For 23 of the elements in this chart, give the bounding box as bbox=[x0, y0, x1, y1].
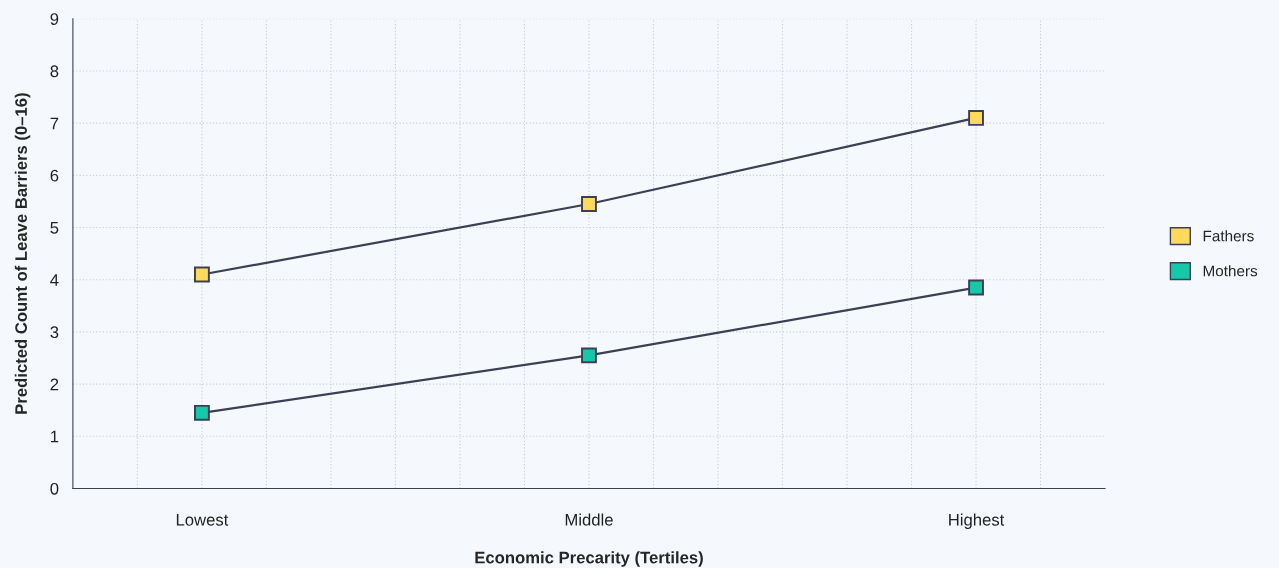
point bbox=[194, 266, 210, 283]
point bbox=[194, 404, 210, 421]
y-tick-label: 4 bbox=[50, 274, 59, 286]
y-tick-label: 1 bbox=[51, 430, 59, 443]
x-tick-label: Middle bbox=[565, 513, 613, 526]
y-tick-label: 9 bbox=[50, 13, 59, 25]
x-tick-label: Highest bbox=[949, 513, 1005, 530]
y-tick-label: 7 bbox=[50, 117, 59, 130]
legend-label: Fathers bbox=[1203, 230, 1254, 242]
point bbox=[581, 196, 597, 212]
point bbox=[968, 110, 984, 126]
y-tick-label: 5 bbox=[50, 222, 59, 234]
y-tick-label: 3 bbox=[50, 326, 59, 339]
point bbox=[581, 347, 597, 364]
x-tick-label: Lowest bbox=[176, 514, 229, 526]
legend-label: Mothers bbox=[1203, 265, 1258, 277]
y-tick-label: 6 bbox=[50, 169, 59, 182]
y-tick-label: 0 bbox=[50, 482, 59, 495]
point bbox=[968, 279, 984, 296]
x-axis-title: Economic Precarity (Tertiles) bbox=[475, 551, 703, 567]
y-tick-label: 2 bbox=[50, 378, 59, 391]
y-axis-title: Predicted Count of Leave Barriers (0–16) bbox=[14, 93, 31, 414]
y-tick-label: 8 bbox=[50, 65, 59, 78]
